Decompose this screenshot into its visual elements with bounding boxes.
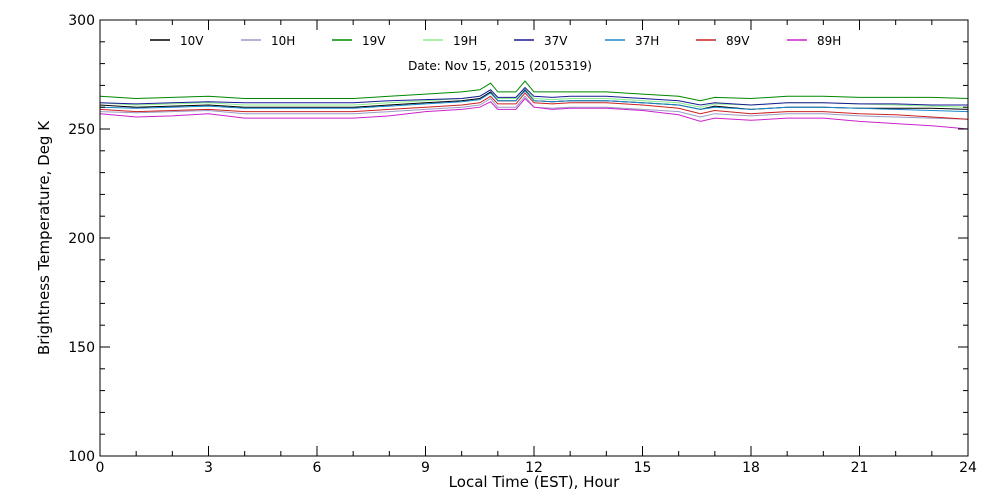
legend-label: 19V (362, 34, 386, 48)
series-line-89h (99, 97, 969, 130)
series-layer (99, 80, 969, 130)
x-tick-label: 15 (634, 460, 652, 476)
series-line-10h (99, 95, 969, 120)
legend-item-37v: 37V (514, 34, 568, 48)
x-tick-label: 21 (851, 460, 869, 476)
x-tick-label: 24 (959, 460, 977, 476)
x-tick-label: 12 (525, 460, 543, 476)
legend-item-19h: 19H (423, 34, 477, 48)
plot-frame (99, 19, 969, 457)
x-axis-title: Local Time (EST), Hour (449, 473, 620, 491)
x-tick-label: 9 (421, 460, 430, 476)
ticks-layer: 0 3 6 9 12 15 18 21 24 100 150 200 250 300 (68, 13, 977, 476)
legend-label: 10H (271, 34, 295, 48)
chart-annotation: Date: Nov 15, 2015 (2015319) (408, 59, 592, 73)
series-line-37h (99, 90, 969, 113)
x-tick-label: 3 (204, 460, 213, 476)
legend-item-37h: 37H (605, 34, 659, 48)
y-tick-label: 300 (68, 13, 95, 29)
y-tick-label: 250 (68, 122, 95, 138)
series-line-89v (99, 92, 969, 120)
legend-label: 37H (635, 34, 659, 48)
legend-label: 89V (726, 34, 750, 48)
y-tick-label: 200 (68, 231, 95, 247)
legend: 10V 10H 19V 19H 37V 37H 89V 89H (150, 34, 841, 48)
legend-label: 37V (544, 34, 568, 48)
legend-label: 89H (817, 34, 841, 48)
series-line-37v (99, 86, 968, 106)
legend-item-89v: 89V (696, 34, 750, 48)
x-tick-label: 18 (742, 460, 760, 476)
legend-label: 19H (453, 34, 477, 48)
y-tick-label: 100 (68, 449, 95, 465)
x-tick-label: 0 (96, 460, 105, 476)
y-axis-title: Brightness Temperature, Deg K (35, 120, 53, 355)
series-line-19v (99, 80, 969, 102)
legend-item-10h: 10H (241, 34, 295, 48)
legend-label: 10V (180, 34, 204, 48)
legend-item-19v: 19V (332, 34, 386, 48)
x-tick-label: 6 (313, 460, 322, 476)
y-tick-label: 150 (68, 340, 95, 356)
legend-item-10v: 10V (150, 34, 204, 48)
legend-item-89h: 89H (787, 34, 841, 48)
